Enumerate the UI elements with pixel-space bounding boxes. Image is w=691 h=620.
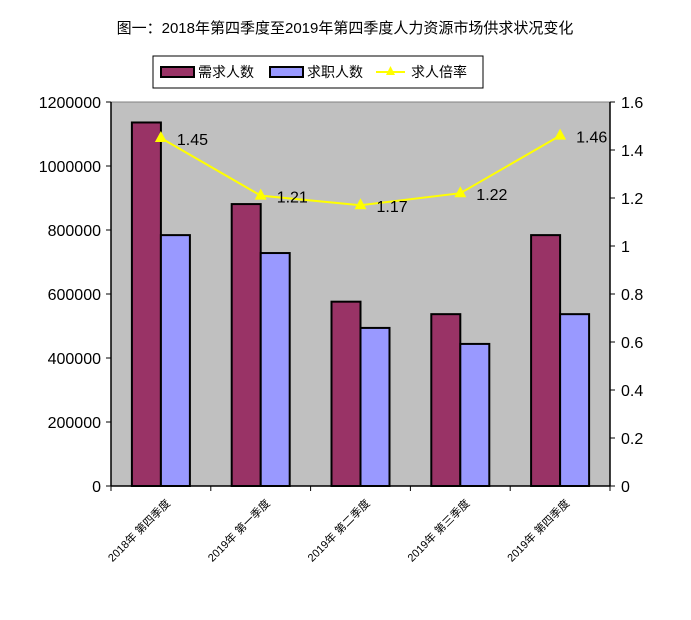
right-tick-label: 0.4 <box>621 383 643 400</box>
left-tick-label: 800000 <box>48 223 101 240</box>
legend-swatch-seekers <box>269 66 304 78</box>
legend-label-ratio: 求人倍率 <box>411 64 467 80</box>
right-tick-label: 1 <box>621 239 630 256</box>
ratio-data-label: 1.21 <box>277 190 308 207</box>
legend-label-demand: 需求人数 <box>198 64 254 80</box>
right-tick-label: 0.6 <box>621 335 643 352</box>
category-label: 2019年 第四季度 <box>504 496 572 564</box>
right-tick-label: 0.2 <box>621 431 643 448</box>
left-tick-label: 1200000 <box>39 95 101 112</box>
right-tick-label: 1.6 <box>621 95 643 112</box>
legend-swatch-demand <box>160 66 195 78</box>
seekers-bar <box>459 342 491 488</box>
ratio-point <box>254 188 267 200</box>
seekers-bar <box>559 313 591 487</box>
demand-bar <box>330 300 362 487</box>
left-tick-label: 200000 <box>48 415 101 432</box>
ratio-point <box>454 186 467 198</box>
demand-bar <box>230 203 262 488</box>
ratio-point <box>154 131 167 142</box>
seekers-bar <box>259 252 291 487</box>
left-tick-label: 400000 <box>48 351 101 368</box>
legend-label-seekers: 求职人数 <box>307 64 363 80</box>
category-label: 2019年 第一季度 <box>205 496 273 564</box>
category-label: 2018年 第四季度 <box>105 496 173 564</box>
left-tick-label: 600000 <box>48 287 101 304</box>
right-tick-label: 0 <box>621 479 630 496</box>
ratio-point <box>554 128 567 140</box>
left-tick-label: 1000000 <box>39 159 101 176</box>
demand-bar <box>430 313 462 487</box>
ratio-data-label: 1.22 <box>476 187 507 204</box>
seekers-bar <box>159 234 191 487</box>
right-tick-label: 0.8 <box>621 287 643 304</box>
category-label: 2019年 第三季度 <box>404 496 472 564</box>
right-tick-label: 1.4 <box>621 143 643 160</box>
legend-marker-ratio <box>386 66 395 75</box>
demand-bar <box>130 121 162 487</box>
right-tick-label: 1.2 <box>621 191 643 208</box>
ratio-data-label: 1.17 <box>377 199 408 216</box>
demand-bar <box>530 234 562 487</box>
left-tick-label: 0 <box>92 479 101 496</box>
ratio-data-label: 1.45 <box>177 132 208 149</box>
chart-title: 图一：2018年第四季度至2019年第四季度人力资源市场供求状况变化 <box>117 19 574 37</box>
category-label: 2019年 第二季度 <box>304 496 372 564</box>
seekers-bar <box>359 326 391 488</box>
ratio-point <box>354 198 367 210</box>
legend: 需求人数 求职人数 求人倍率 <box>152 55 484 89</box>
ratio-data-label: 1.46 <box>576 130 607 147</box>
